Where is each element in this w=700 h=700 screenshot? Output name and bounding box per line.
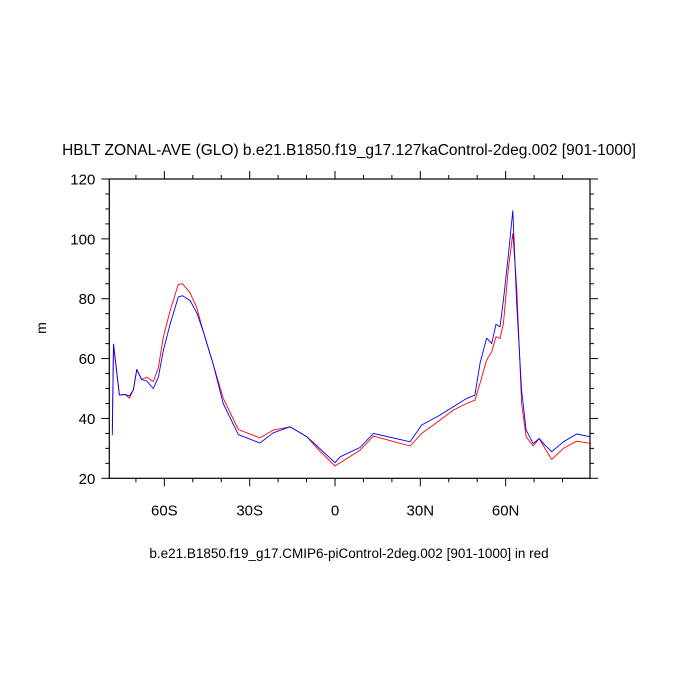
x-tick-label: 30S [236, 502, 263, 519]
chart-title: HBLT ZONAL-AVE (GLO) b.e21.B1850.f19_g17… [62, 142, 636, 159]
x-tick-label: 30N [407, 502, 435, 519]
y-axis-label: m [33, 322, 49, 334]
series-line-red [111, 233, 591, 467]
y-tick-label: 60 [79, 351, 96, 368]
axis-ticks: 60S 30S 0 30N 60N 20 40 60 80 100 120 [70, 171, 598, 519]
y-tick-label: 20 [79, 471, 96, 488]
x-axis-label: b.e21.B1850.f19_g17.CMIP6-piControl-2deg… [149, 546, 548, 561]
x-tick-label: 60S [151, 502, 178, 519]
y-tick-label: 100 [70, 231, 95, 248]
x-tick-label: 0 [331, 502, 339, 519]
y-tick-label: 120 [70, 172, 95, 189]
x-tick-label: 60N [492, 502, 520, 519]
y-tick-label: 80 [79, 291, 96, 308]
series-group [111, 210, 591, 467]
y-tick-label: 40 [79, 411, 96, 428]
series-line-blue [111, 210, 591, 464]
plot-frame [108, 178, 591, 479]
